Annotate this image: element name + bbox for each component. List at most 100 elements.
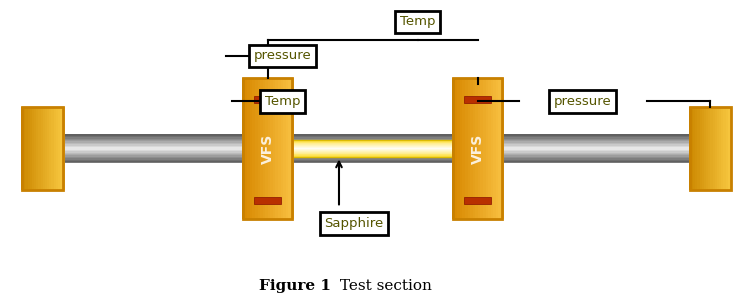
Bar bbox=[475, 78, 478, 219]
Bar bbox=[273, 78, 276, 219]
Bar bbox=[709, 107, 711, 190]
Bar bbox=[28, 107, 30, 190]
Bar bbox=[288, 145, 465, 146]
Bar bbox=[455, 78, 458, 219]
Bar bbox=[268, 78, 271, 219]
Bar bbox=[270, 78, 273, 219]
Text: pressure: pressure bbox=[254, 49, 312, 62]
Bar bbox=[23, 107, 26, 190]
Bar bbox=[49, 107, 52, 190]
Bar bbox=[473, 78, 476, 219]
Bar bbox=[288, 142, 465, 143]
Bar bbox=[695, 107, 698, 190]
Bar bbox=[288, 155, 465, 156]
Bar bbox=[243, 78, 292, 219]
Text: Sapphire: Sapphire bbox=[325, 217, 383, 230]
Bar bbox=[726, 107, 728, 190]
Bar bbox=[704, 107, 706, 190]
Text: Temp: Temp bbox=[265, 95, 300, 108]
Bar bbox=[254, 197, 281, 204]
Bar bbox=[288, 146, 465, 147]
Bar bbox=[21, 107, 23, 190]
Bar bbox=[260, 78, 263, 219]
Bar bbox=[288, 148, 465, 149]
Bar bbox=[288, 141, 465, 142]
Bar bbox=[285, 78, 288, 219]
Bar bbox=[288, 153, 465, 154]
Bar bbox=[254, 96, 281, 103]
Bar bbox=[258, 78, 261, 219]
Bar bbox=[717, 107, 719, 190]
Bar bbox=[288, 147, 465, 148]
Bar bbox=[288, 152, 465, 153]
Bar bbox=[278, 78, 281, 219]
Bar bbox=[32, 159, 721, 161]
Bar bbox=[488, 78, 491, 219]
Bar bbox=[721, 107, 724, 190]
Bar bbox=[36, 107, 38, 190]
Bar bbox=[250, 78, 253, 219]
Bar bbox=[480, 78, 483, 219]
Bar bbox=[43, 107, 45, 190]
Bar bbox=[47, 107, 50, 190]
Bar bbox=[32, 152, 721, 154]
Bar bbox=[32, 107, 35, 190]
Bar bbox=[288, 143, 465, 144]
Bar bbox=[281, 78, 284, 219]
Bar bbox=[493, 78, 496, 219]
Bar bbox=[265, 78, 268, 219]
Text: Temp: Temp bbox=[400, 15, 435, 29]
Bar bbox=[693, 107, 696, 190]
Bar bbox=[32, 151, 721, 153]
Bar bbox=[690, 107, 731, 190]
Bar bbox=[691, 107, 694, 190]
Bar bbox=[41, 107, 43, 190]
Bar bbox=[45, 107, 47, 190]
Text: VFS: VFS bbox=[261, 133, 275, 164]
Bar bbox=[29, 107, 32, 190]
Bar bbox=[706, 107, 709, 190]
Bar bbox=[288, 149, 465, 150]
Bar bbox=[22, 107, 63, 190]
Bar bbox=[464, 96, 491, 103]
Bar bbox=[470, 78, 473, 219]
Bar bbox=[247, 78, 250, 219]
Bar bbox=[697, 107, 700, 190]
Bar bbox=[32, 158, 721, 159]
Bar bbox=[32, 155, 721, 157]
Bar bbox=[462, 78, 465, 219]
Bar bbox=[700, 107, 702, 190]
Bar bbox=[453, 78, 502, 219]
Bar bbox=[288, 156, 465, 157]
Bar bbox=[283, 78, 286, 219]
Bar bbox=[478, 78, 480, 219]
Bar bbox=[32, 154, 721, 155]
Bar bbox=[288, 78, 291, 219]
Bar bbox=[483, 78, 486, 219]
Text: pressure: pressure bbox=[554, 95, 611, 108]
Bar bbox=[245, 78, 248, 219]
Bar bbox=[288, 140, 465, 157]
Bar bbox=[32, 141, 721, 143]
Bar bbox=[288, 150, 465, 151]
Bar bbox=[32, 147, 721, 148]
Bar bbox=[32, 135, 721, 162]
Bar bbox=[715, 107, 717, 190]
Bar bbox=[38, 107, 41, 190]
Bar bbox=[719, 107, 721, 190]
Bar bbox=[62, 107, 65, 190]
Bar bbox=[32, 137, 721, 139]
Bar bbox=[51, 107, 54, 190]
Bar bbox=[32, 138, 721, 140]
Bar bbox=[53, 107, 56, 190]
Bar bbox=[288, 154, 465, 155]
Text: VFS: VFS bbox=[471, 133, 485, 164]
Bar bbox=[263, 78, 266, 219]
Bar bbox=[501, 78, 504, 219]
Bar bbox=[498, 78, 501, 219]
Bar bbox=[710, 107, 713, 190]
Bar bbox=[730, 107, 733, 190]
Bar bbox=[32, 150, 721, 151]
Bar bbox=[460, 78, 463, 219]
Bar bbox=[486, 78, 489, 219]
